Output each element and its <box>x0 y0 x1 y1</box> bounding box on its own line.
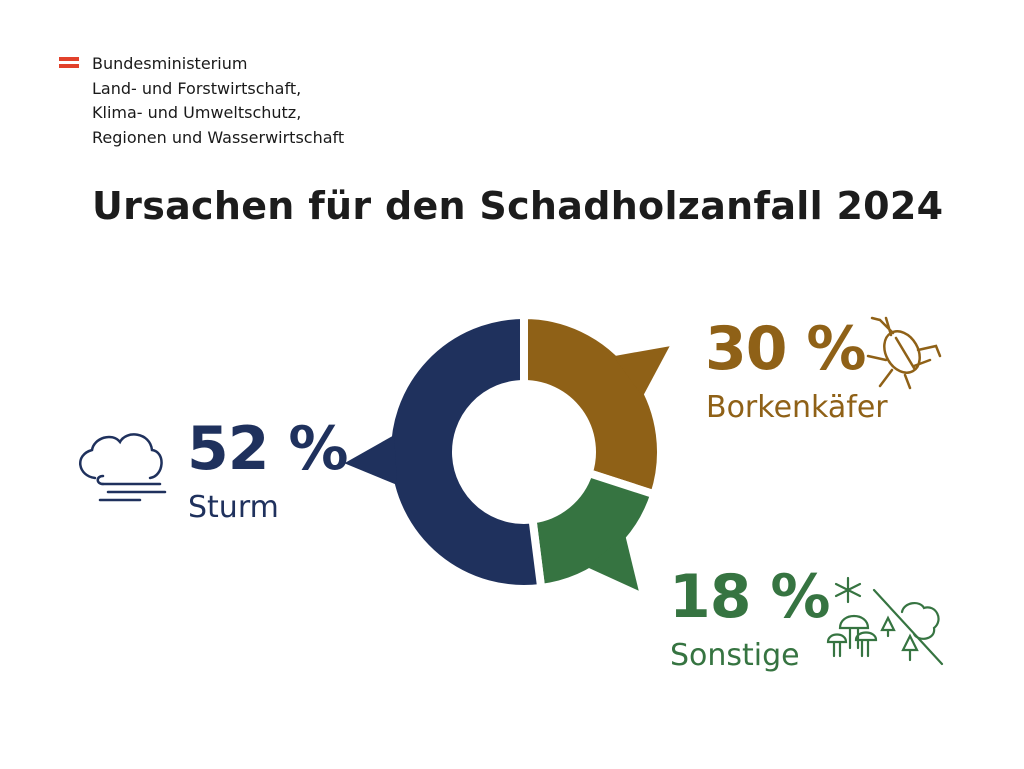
ministry-line: Regionen und Wasserwirtschaft <box>92 127 345 147</box>
ministry-line: Klima- und Umweltschutz, <box>92 103 302 122</box>
snow-mushroom-tree-icon <box>826 576 944 666</box>
sonstige-percentage: 18 % <box>669 562 831 632</box>
callout-pointer-sonstige <box>586 535 639 591</box>
storm-wind-icon <box>79 433 167 502</box>
austria-flag-logo <box>59 57 79 71</box>
donut-slice-sonstige <box>528 467 660 593</box>
sturm-percentage: 52 % <box>187 414 349 484</box>
sturm-label: Sturm <box>188 490 279 525</box>
donut-slice-sturm <box>383 310 546 593</box>
chart-title: Ursachen für den Schadholzanfall 2024 <box>92 184 944 228</box>
borkenkaefer-percentage: 30 % <box>705 314 867 384</box>
sonstige-label: Sonstige <box>670 638 800 673</box>
ministry-name: Bundesministerium Land- und Forstwirtsch… <box>92 52 344 150</box>
callout-pointer-borkenkäfer <box>613 346 670 397</box>
callout-pointer-sturm <box>344 435 398 486</box>
ministry-line: Bundesministerium <box>92 54 248 73</box>
donut-slice-borkenkäfer <box>520 310 665 500</box>
ministry-line: Land- und Forstwirtschaft, <box>92 78 302 98</box>
bark-beetle-icon <box>866 316 942 390</box>
borkenkaefer-label: Borkenkäfer <box>706 390 888 425</box>
